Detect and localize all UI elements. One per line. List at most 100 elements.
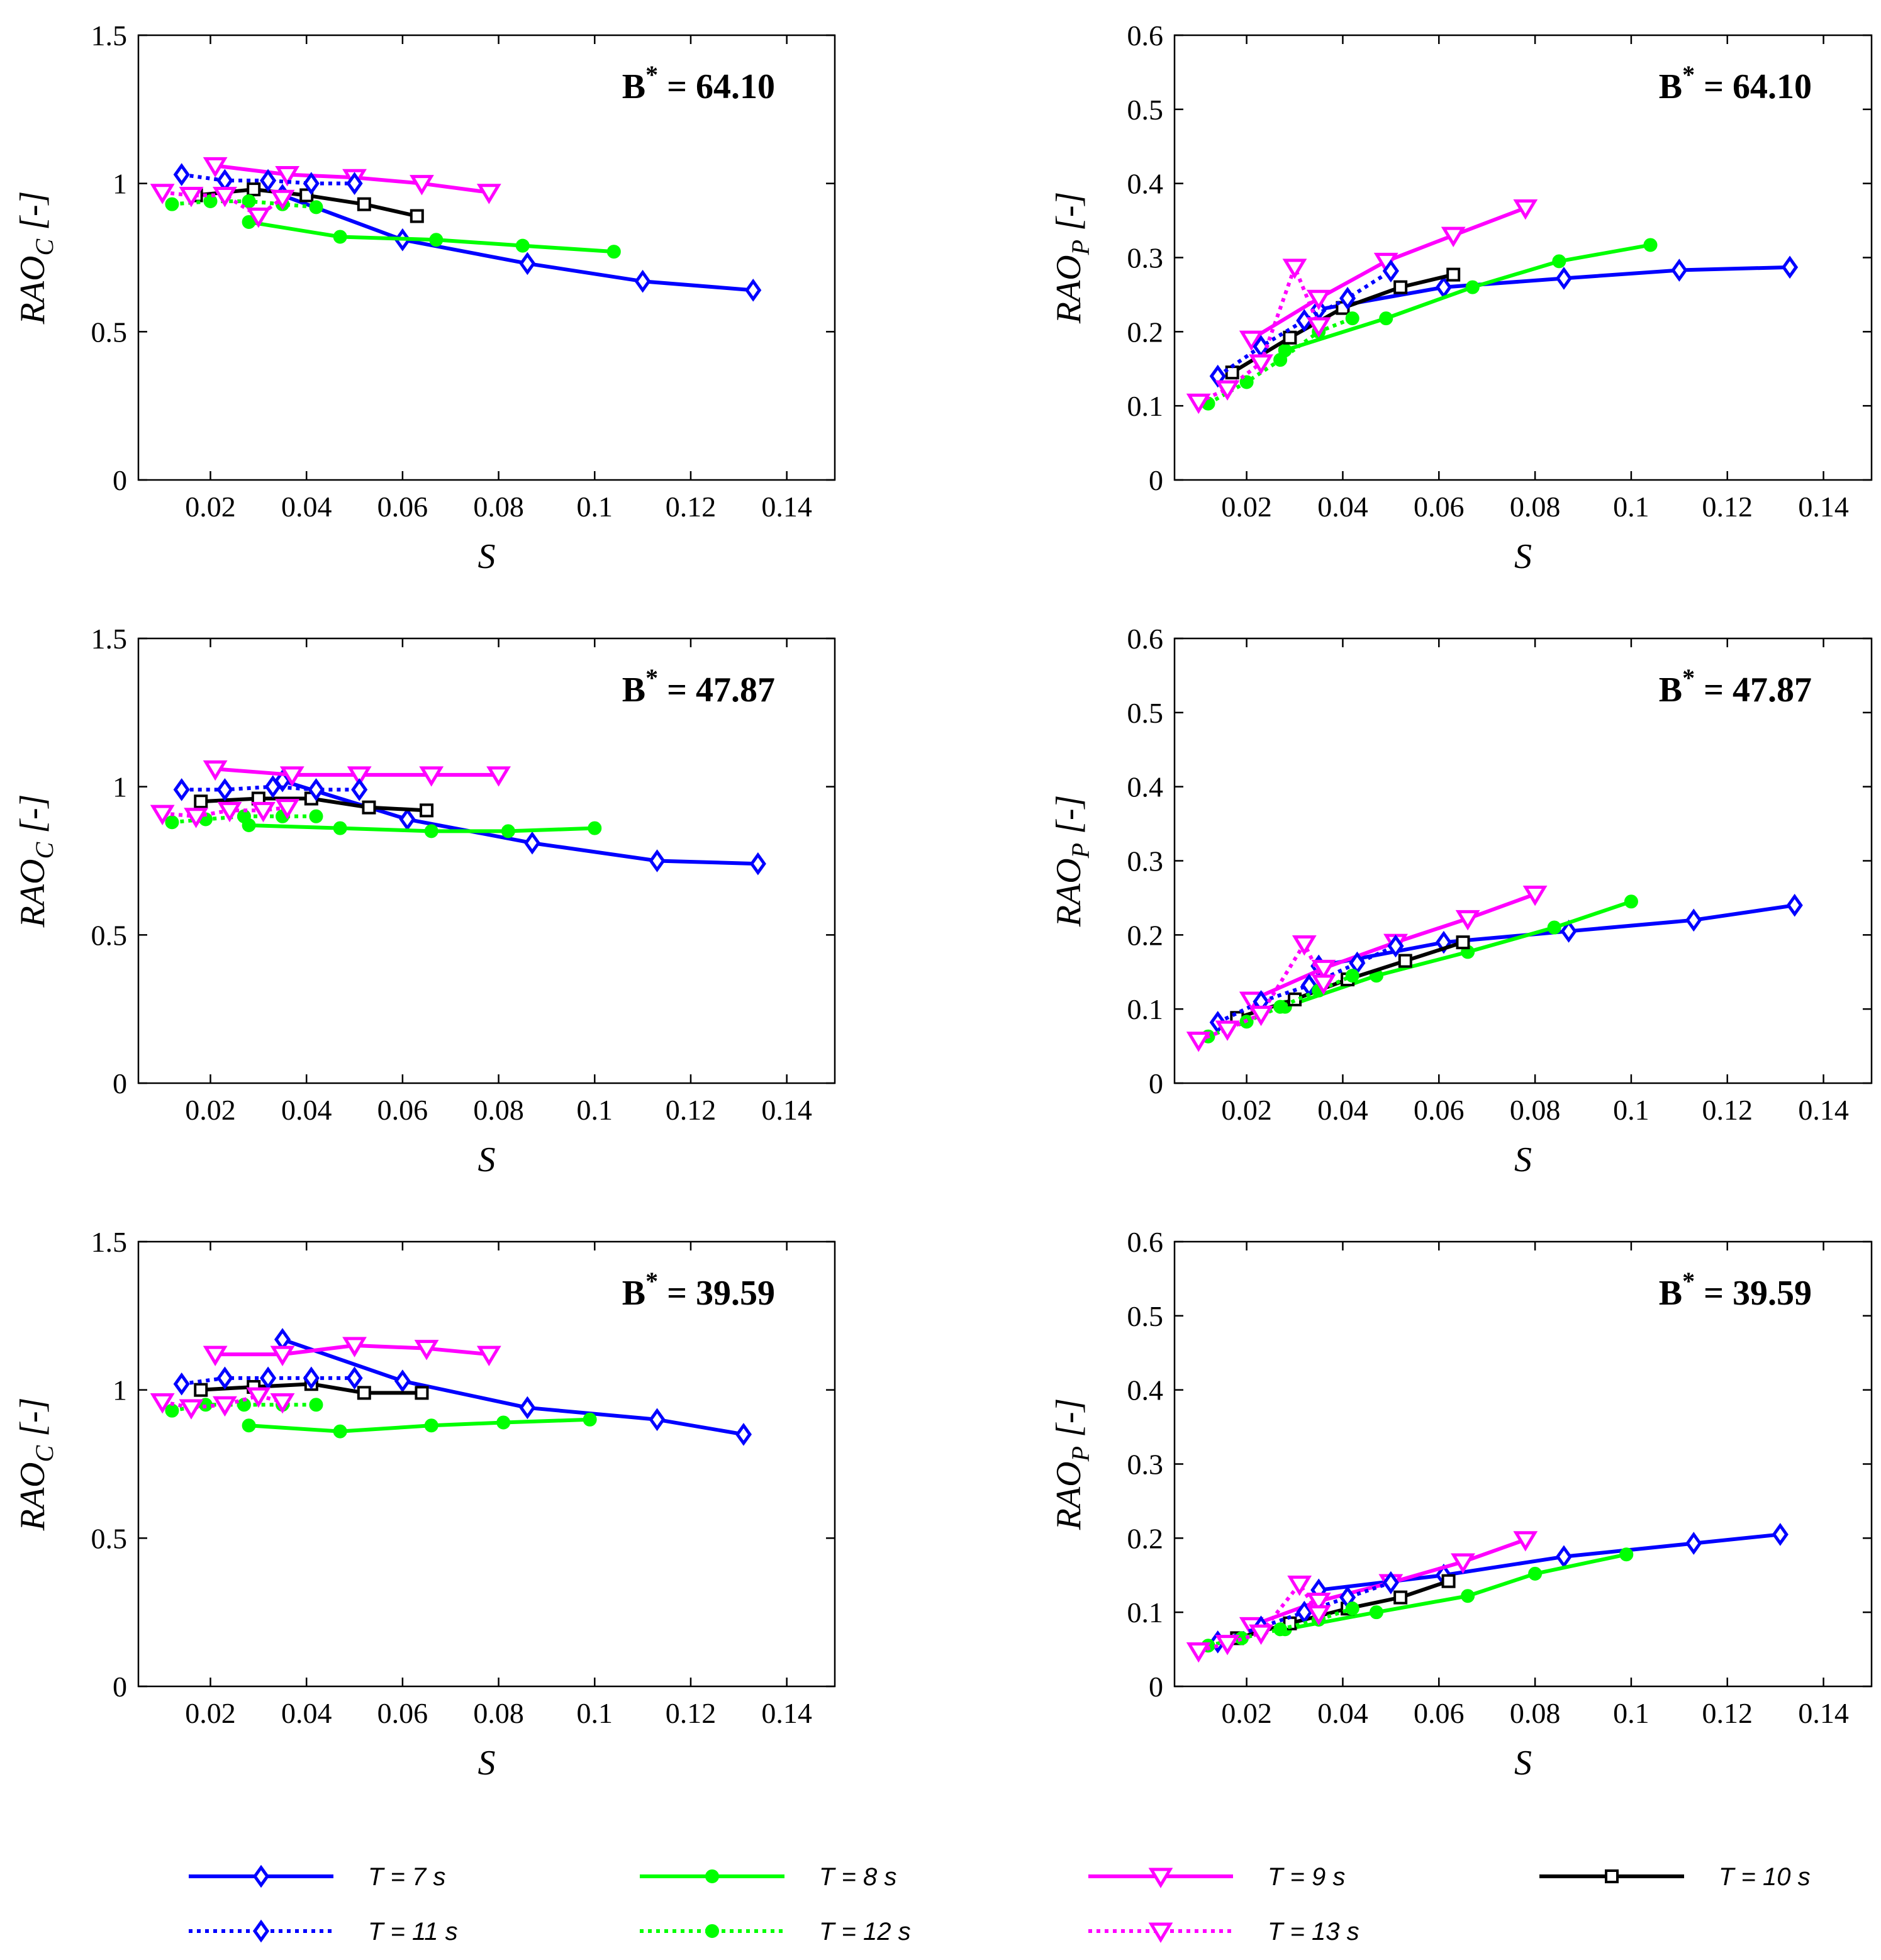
y-tick-label: 0 bbox=[113, 1067, 127, 1100]
data-point bbox=[1249, 1005, 1273, 1027]
legend-marker bbox=[1605, 1869, 1619, 1883]
y-tick-label: 0.6 bbox=[1127, 1226, 1164, 1258]
y-tick-label: 0 bbox=[113, 1671, 127, 1703]
x-tick-label: 0.04 bbox=[281, 1094, 332, 1126]
data-point bbox=[1215, 1635, 1240, 1656]
y-tick-label: 0.2 bbox=[1127, 919, 1164, 951]
x-axis-label: S bbox=[1514, 1140, 1532, 1179]
data-point bbox=[1288, 992, 1302, 1006]
x-tick-label: 0.12 bbox=[1702, 1094, 1753, 1126]
data-point bbox=[333, 230, 347, 244]
y-tick-label: 0.5 bbox=[91, 316, 128, 348]
x-tick-label: 0.1 bbox=[1613, 491, 1649, 523]
data-point bbox=[203, 760, 228, 781]
data-point bbox=[342, 1337, 367, 1357]
data-point bbox=[429, 233, 444, 247]
y-axis-label: RAOP [-] bbox=[1049, 192, 1095, 325]
series-t-11-s bbox=[173, 1366, 363, 1396]
x-tick-label: 0.04 bbox=[1317, 1094, 1368, 1126]
data-point bbox=[1345, 311, 1359, 326]
data-point bbox=[362, 800, 376, 815]
y-axis-label-sub: C bbox=[30, 842, 59, 859]
data-point bbox=[309, 200, 323, 214]
data-point bbox=[1282, 259, 1307, 279]
chart-panel-rao-p-47-87: 0.02 0.04 0.06 0.08 0.1 0.12 0.14 0 0.1 0.2 0.3 0.4… bbox=[1049, 623, 1873, 1179]
data-point bbox=[1306, 289, 1331, 311]
data-point bbox=[347, 766, 372, 787]
data-point bbox=[309, 1398, 323, 1412]
data-point bbox=[203, 157, 228, 178]
b-star-annotation: B* = 64.10 bbox=[622, 60, 775, 106]
b-star-value: = 47.87 bbox=[658, 671, 775, 710]
data-point bbox=[476, 184, 501, 204]
legend-label: T = 8 s bbox=[819, 1863, 896, 1891]
data-point bbox=[1186, 393, 1211, 415]
data-point bbox=[583, 1412, 597, 1427]
y-tick-label: 0.3 bbox=[1127, 242, 1164, 274]
y-tick-label: 0.2 bbox=[1127, 1522, 1164, 1554]
x-axis-label: S bbox=[478, 1744, 496, 1783]
x-tick-label: 0.14 bbox=[1798, 491, 1849, 523]
data-point bbox=[1393, 280, 1408, 294]
legend-marker bbox=[1148, 1922, 1173, 1943]
data-point bbox=[1311, 974, 1336, 995]
b-star-value: = 47.87 bbox=[1695, 671, 1812, 710]
legend-entry: T = 11 s bbox=[189, 1918, 458, 1946]
data-point bbox=[270, 189, 295, 211]
data-point bbox=[394, 1369, 411, 1393]
series-t-8-s bbox=[242, 214, 621, 259]
b-star-base: B bbox=[622, 1274, 645, 1313]
data-point bbox=[150, 184, 175, 204]
x-tick-label: 0.14 bbox=[1798, 1697, 1849, 1729]
data-point bbox=[634, 269, 651, 293]
data-point bbox=[275, 166, 300, 187]
data-point bbox=[420, 803, 434, 818]
x-tick-label: 0.14 bbox=[761, 1697, 812, 1729]
data-point bbox=[309, 809, 323, 823]
y-tick-label: 0.3 bbox=[1127, 1449, 1164, 1481]
b-star-annotation: B* = 47.87 bbox=[622, 664, 775, 710]
data-point bbox=[1296, 1600, 1313, 1624]
data-point bbox=[1624, 894, 1638, 909]
series-t-8-s bbox=[242, 1412, 597, 1439]
x-tick-label: 0.12 bbox=[1702, 1697, 1753, 1729]
data-point bbox=[1441, 1574, 1456, 1588]
y-tick-label: 0 bbox=[113, 464, 127, 496]
data-point bbox=[165, 815, 179, 830]
data-point bbox=[246, 1387, 271, 1408]
series-line bbox=[1217, 269, 1392, 378]
y-axis-label-unit: [-] bbox=[1049, 795, 1088, 843]
data-point bbox=[303, 172, 320, 195]
b-star-annotation: B* = 64.10 bbox=[1659, 60, 1812, 106]
y-tick-label: 0 bbox=[1149, 1671, 1163, 1703]
y-tick-label: 0.1 bbox=[1127, 1596, 1164, 1629]
data-point bbox=[1513, 1531, 1538, 1552]
data-point bbox=[184, 808, 209, 828]
data-point bbox=[1186, 1642, 1211, 1663]
x-tick-label: 0.04 bbox=[1317, 1697, 1368, 1729]
y-axis-label-main: RAO bbox=[13, 859, 52, 928]
b-star-superscript: * bbox=[645, 60, 658, 89]
y-axis-label-main: RAO bbox=[13, 256, 52, 325]
y-tick-label: 0.2 bbox=[1127, 316, 1164, 348]
data-point bbox=[260, 169, 277, 192]
legend-label: T = 9 s bbox=[1268, 1863, 1345, 1891]
y-axis-label-main: RAO bbox=[13, 1462, 52, 1532]
data-point bbox=[179, 1399, 204, 1420]
y-tick-label: 0.1 bbox=[1127, 993, 1164, 1025]
y-axis-label-sub: P bbox=[1066, 240, 1095, 255]
x-tick-label: 0.06 bbox=[377, 1697, 428, 1729]
data-point bbox=[410, 175, 434, 196]
plot-area bbox=[1173, 34, 1873, 481]
data-point bbox=[649, 1408, 666, 1432]
data-point bbox=[1239, 330, 1264, 351]
legend-entry: T = 10 s bbox=[1539, 1863, 1811, 1891]
data-point bbox=[1273, 353, 1288, 367]
x-tick-label: 0.1 bbox=[577, 1697, 613, 1729]
b-star-base: B bbox=[622, 67, 645, 106]
y-axis-label: RAOP [-] bbox=[1049, 1398, 1095, 1531]
data-point bbox=[1311, 959, 1336, 981]
x-tick-label: 0.08 bbox=[1510, 1094, 1561, 1126]
y-axis-label-unit: [-] bbox=[1049, 192, 1088, 240]
legend-marker bbox=[705, 1869, 719, 1883]
